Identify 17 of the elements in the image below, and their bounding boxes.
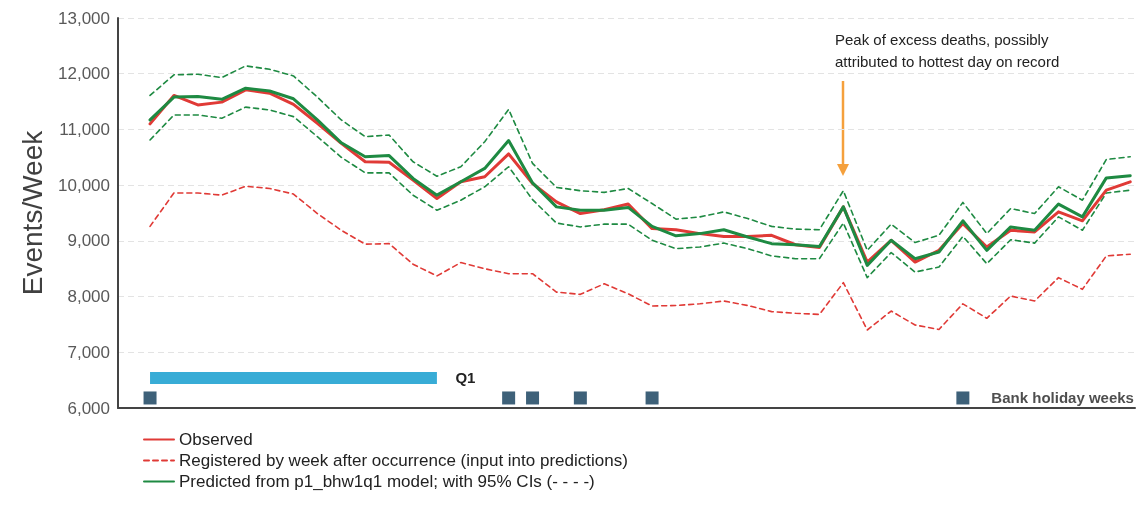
series-label: Q1 — [455, 369, 476, 387]
y-tick-label: 10,000 — [58, 175, 110, 195]
y-tick-label: 7,000 — [67, 342, 110, 362]
y-tick-label: 12,000 — [58, 64, 110, 84]
annotation: Peak of excess deaths, possibly attributed to hottest day on record — [835, 30, 1060, 70]
y-tick-label: 6,000 — [67, 398, 110, 418]
y-tick-label: 11,000 — [59, 119, 110, 139]
y-tick-label: 9,000 — [67, 231, 110, 251]
y-tick-label: 13,000 — [58, 8, 110, 28]
y-tick-label: 8,000 — [67, 287, 110, 307]
series-label: Bank holiday weeks — [991, 389, 1134, 407]
line-series — [149, 185, 1132, 331]
legend-label: Registered by week after occurrence (input into predictions) — [179, 451, 628, 470]
line-series — [149, 106, 1132, 279]
y-axis-title: Events/Week — [16, 129, 48, 296]
legend-label: Predicted from p1_bhw1q1 model; with 95% CIs (- - - -) — [179, 472, 595, 491]
legend-label: Observed — [179, 430, 253, 449]
